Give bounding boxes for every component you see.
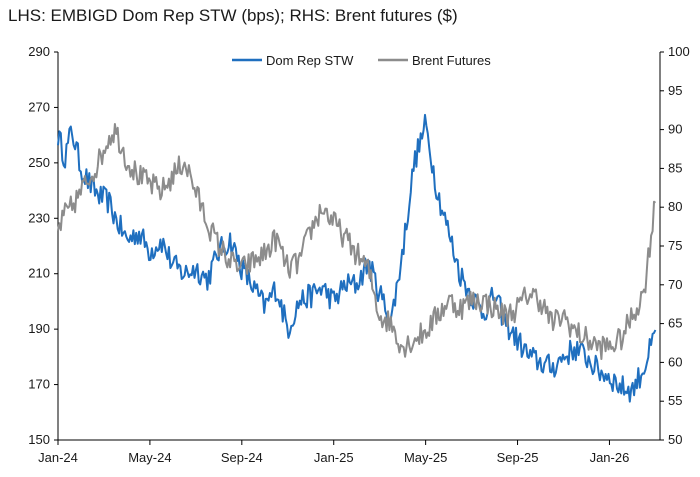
right-tick-label: 90 <box>668 122 682 137</box>
left-tick-label: 290 <box>28 44 50 59</box>
x-tick-label: Sep-24 <box>221 450 263 465</box>
left-tick-label: 230 <box>28 210 50 225</box>
x-tick-label: Sep-25 <box>497 450 539 465</box>
x-tick-label: Jan-26 <box>590 450 630 465</box>
x-tick-label: May-25 <box>404 450 447 465</box>
chart-title: LHS: EMBIGD Dom Rep STW (bps); RHS: Bren… <box>8 6 458 25</box>
right-tick-label: 55 <box>668 393 682 408</box>
right-tick-label: 75 <box>668 238 682 253</box>
left-tick-label: 210 <box>28 266 50 281</box>
right-tick-label: 100 <box>668 44 690 59</box>
left-tick-label: 250 <box>28 155 50 170</box>
left-tick-label: 270 <box>28 99 50 114</box>
left-tick-label: 150 <box>28 432 50 447</box>
x-tick-label: Jan-25 <box>314 450 354 465</box>
right-tick-label: 85 <box>668 160 682 175</box>
right-tick-label: 50 <box>668 432 682 447</box>
left-tick-label: 190 <box>28 321 50 336</box>
right-tick-label: 95 <box>668 83 682 98</box>
right-tick-label: 65 <box>668 316 682 331</box>
right-tick-label: 80 <box>668 199 682 214</box>
legend: Dom Rep STW Brent Futures <box>232 53 491 68</box>
left-tick-label: 170 <box>28 377 50 392</box>
series-line-dom-rep-stw <box>57 113 657 403</box>
x-tick-label: May-24 <box>128 450 171 465</box>
series-layer <box>57 113 657 403</box>
series-line-brent-futures <box>57 123 657 360</box>
right-tick-label: 60 <box>668 354 682 369</box>
legend-label: Dom Rep STW <box>266 53 354 68</box>
right-tick-label: 70 <box>668 277 682 292</box>
legend-label: Brent Futures <box>412 53 491 68</box>
axes: 150 170 190 210 230 250 270 290 50 55 60 65 70 75 80 85… <box>28 44 689 465</box>
x-tick-label: Jan-24 <box>38 450 78 465</box>
